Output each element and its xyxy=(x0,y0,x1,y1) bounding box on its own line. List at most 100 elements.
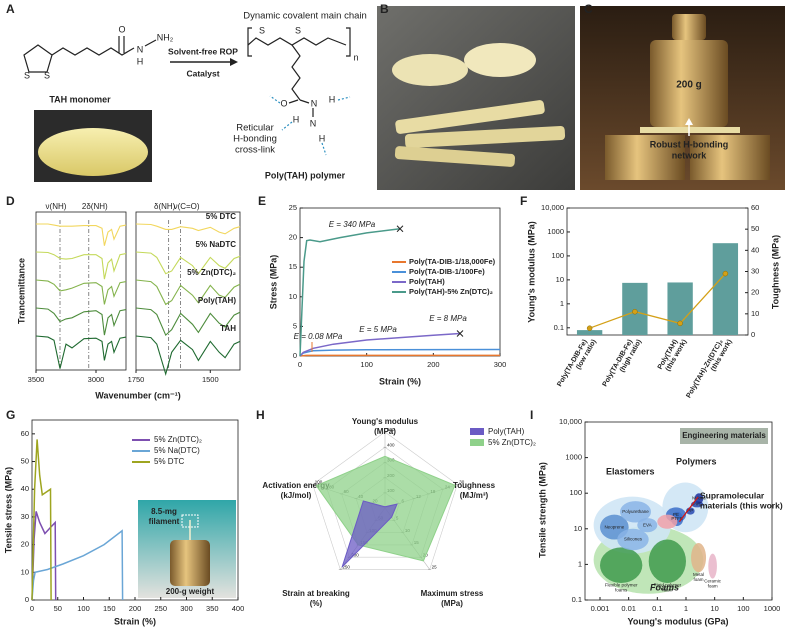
radar-axis-unit: (kJ/mol) xyxy=(281,491,312,500)
plot-frame xyxy=(135,211,241,371)
reaction-arrowhead xyxy=(230,58,238,66)
radar-area xyxy=(341,500,398,568)
x-tick-label: 350 xyxy=(206,604,219,613)
y-tick-label: 1000 xyxy=(547,227,564,236)
spectrum xyxy=(35,279,127,305)
atom-label: S xyxy=(24,70,30,80)
bar xyxy=(667,282,693,335)
legend-label: TAH xyxy=(220,324,236,333)
atom-label: H xyxy=(329,94,336,104)
x-tick-label: 300 xyxy=(180,604,193,613)
legend-label: 5% Zn(DTC)₂ xyxy=(154,435,202,444)
y-tick-label: 10 xyxy=(289,292,297,301)
material-region xyxy=(657,514,678,529)
region-label: Ceramic xyxy=(704,578,722,583)
y-tick-label: 5 xyxy=(293,321,297,330)
region-label: foam xyxy=(708,583,718,588)
atom-label: H xyxy=(137,56,144,66)
spectrum xyxy=(36,223,127,246)
region-label: PE xyxy=(673,512,679,517)
material-region xyxy=(599,547,643,584)
x-axis-label: Strain (%) xyxy=(379,376,421,386)
y-tick-label: 40 xyxy=(21,484,29,493)
x-tick-label: 1500 xyxy=(202,375,219,384)
banner-box xyxy=(680,428,768,444)
band-label: ν(NH) xyxy=(46,202,67,211)
plot-frame xyxy=(35,211,127,371)
radar-tick-label: 25 xyxy=(432,565,438,570)
disc xyxy=(392,54,468,86)
main-chain-label: Dynamic covalent main chain xyxy=(243,11,367,22)
atom-label: O xyxy=(280,98,287,108)
radar-ring xyxy=(312,431,458,570)
spectrum xyxy=(135,251,241,275)
spectrum xyxy=(135,223,241,235)
highlight-label: Supramolecular xyxy=(700,490,765,500)
panel-letter: D xyxy=(6,194,15,208)
panel-letter: F xyxy=(520,194,527,208)
region-label: Foams xyxy=(650,582,679,592)
inset-label: filament xyxy=(149,517,180,526)
monomer-structure xyxy=(23,36,157,73)
strip xyxy=(394,146,516,167)
hydrazide-bond xyxy=(144,39,157,47)
radar-axis-label: Strain at breaking xyxy=(282,589,350,598)
region-label: foams xyxy=(615,588,628,593)
panel-letter: G xyxy=(6,408,15,422)
spectrum xyxy=(35,307,127,336)
y-tick-label: 0.1 xyxy=(572,595,582,604)
region-label: Metal xyxy=(693,572,704,577)
legend-label: 5% DTC xyxy=(154,457,184,466)
inset-label: 200-g weight xyxy=(166,587,215,596)
x-tick-label: 400 xyxy=(232,604,245,613)
inset-label: 8.5-mg xyxy=(151,507,177,516)
spectrum xyxy=(135,279,241,306)
radar-tick-label: 100 xyxy=(315,480,323,485)
modulus-annotation: E = 0.08 MPa xyxy=(294,332,343,341)
atom-label: H xyxy=(319,133,326,143)
x-tick-label: 0.1 xyxy=(652,604,662,613)
highlight-label: materials (this work) xyxy=(700,500,783,510)
polymer-name: Poly(TAH) polymer xyxy=(265,170,346,180)
side-chain xyxy=(291,44,301,101)
h-bond xyxy=(321,142,327,156)
h-bond xyxy=(337,96,351,101)
category-label: Poly(TAH)-Zn(DTC)₂ xyxy=(685,338,724,399)
alkyl-chain xyxy=(51,47,135,56)
x-tick-label: 1000 xyxy=(764,604,781,613)
disc xyxy=(464,43,536,77)
x-tick-label: 0 xyxy=(30,604,34,613)
radar-tick-label: 400 xyxy=(387,442,395,447)
legend-label: 5% Zn(DTC)₂ xyxy=(488,438,536,447)
legend-label: 5% NaDTC xyxy=(196,240,237,249)
x-tick-label: 0.001 xyxy=(591,604,610,613)
h-bond xyxy=(281,121,293,131)
y-tick-label: 60 xyxy=(21,429,29,438)
y-tick-label: 1 xyxy=(578,559,582,568)
x-tick-label: 100 xyxy=(360,360,373,369)
arrow-label: Solvent-free ROP xyxy=(168,46,238,56)
polymer-structure xyxy=(247,27,351,156)
y-tick-label: 10 xyxy=(574,524,582,533)
x-tick-label: 50 xyxy=(54,604,62,613)
material-region xyxy=(708,553,717,579)
tensile-curve xyxy=(31,439,52,601)
y2-tick-label: 60 xyxy=(751,203,759,212)
amide-bond xyxy=(299,99,310,104)
y-tick-label: 0 xyxy=(25,595,29,604)
legend-label: Poly(TAH) xyxy=(488,427,525,436)
region-label: Polyurethane xyxy=(622,509,649,514)
radar-axis-label: Maximum stress xyxy=(421,589,484,598)
carbonyl-bond xyxy=(288,99,299,104)
break-marker xyxy=(396,225,404,233)
region-label: Polymers xyxy=(676,456,717,466)
region-label: EVA xyxy=(643,522,652,527)
x-tick-label: 200 xyxy=(129,604,142,613)
toughness-point xyxy=(586,325,593,331)
y-tick-label: 100 xyxy=(551,251,564,260)
x-axis-label: Wavenumber (cm⁻¹) xyxy=(95,390,180,400)
radar-tick-label: 30 xyxy=(459,480,465,485)
y-axis-label: Stress (MPa) xyxy=(268,255,278,310)
panel-letter: A xyxy=(6,2,15,16)
